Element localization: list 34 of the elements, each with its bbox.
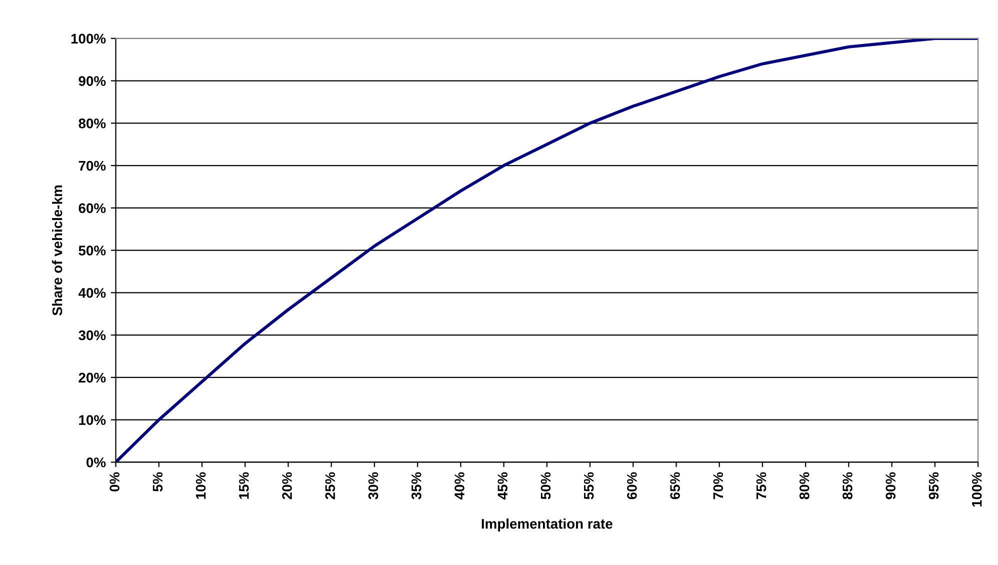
x-tick-label: 35% — [411, 472, 422, 500]
y-tick-label: 10% — [79, 415, 106, 425]
x-tick-label: 30% — [368, 472, 378, 500]
x-tick-label: 65% — [670, 472, 680, 500]
y-tick-label: 60% — [78, 203, 106, 214]
y-tick-label: 30% — [78, 330, 106, 340]
x-tick-label: 75% — [756, 472, 766, 500]
x-tick-label: 55% — [584, 472, 594, 500]
x-tick-label: 10% — [196, 472, 206, 499]
x-tick-label: 95% — [928, 472, 939, 500]
y-tick-label: 100% — [71, 34, 106, 44]
x-tick-label: 20% — [282, 472, 292, 500]
y-tick-label: 0% — [86, 458, 106, 468]
x-tick-label: 0% — [110, 472, 120, 492]
x-axis-title: Implementation rate — [482, 518, 612, 532]
x-tick-label: 100% — [972, 472, 982, 507]
y-tick-label: 80% — [78, 118, 106, 128]
x-tick-label: 45% — [498, 472, 508, 500]
x-tick-label: 90% — [886, 472, 896, 500]
y-tick-label: 50% — [78, 246, 106, 256]
x-tick-label: 85% — [842, 472, 852, 500]
y-tick-label: 40% — [78, 288, 106, 298]
x-tick-label: 70% — [713, 472, 724, 500]
y-axis-title: Share of vehicle-km — [52, 186, 62, 316]
x-tick-label: 50% — [540, 472, 551, 500]
x-tick-label: 60% — [627, 472, 637, 500]
x-tick-label: 40% — [454, 472, 464, 500]
x-tick-label: 80% — [799, 472, 810, 500]
x-tick-label: 5% — [152, 472, 163, 492]
x-tick-label: 25% — [325, 472, 336, 500]
y-tick-label: 20% — [78, 372, 106, 383]
y-tick-label: 70% — [78, 160, 106, 171]
x-tick-label: 15% — [239, 472, 249, 499]
y-tick-label: 90% — [78, 76, 106, 86]
